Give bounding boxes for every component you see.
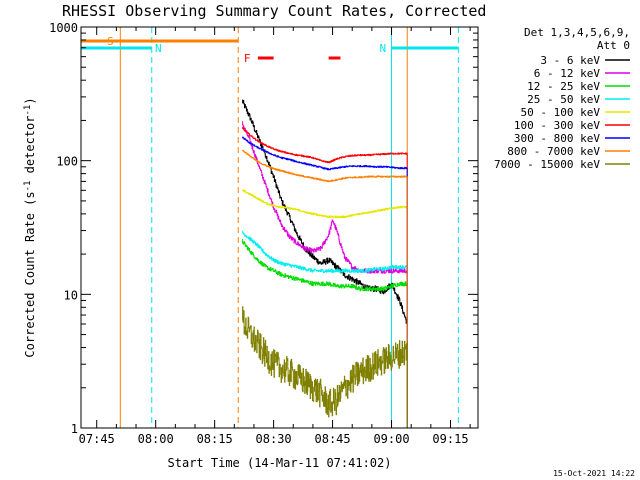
x-tick-label: 08:30 [256, 432, 292, 446]
y-tick-label: 1000 [49, 21, 78, 35]
x-tick-label: 08:45 [315, 432, 351, 446]
series-line [242, 149, 408, 428]
y-tick-label: 100 [56, 155, 78, 169]
x-axis-label: Start Time (14-Mar-11 07:41:02) [168, 456, 392, 470]
x-tick-label: 07:45 [79, 432, 115, 446]
chart-title: RHESSI Observing Summary Count Rates, Co… [62, 2, 486, 20]
series-line [242, 121, 408, 428]
legend-header-detectors: Det 1,3,4,5,6,9, [524, 26, 630, 39]
series-line [242, 238, 408, 428]
y-tick-label: 10 [64, 288, 78, 302]
series-line [242, 127, 408, 428]
y-axis-label-sup1: -1 [23, 181, 33, 192]
legend-label: 6 - 12 keV [534, 67, 601, 80]
legend-label: 300 - 800 keV [514, 132, 600, 145]
y-tick-label: 1 [71, 422, 78, 436]
legend-label: 25 - 50 keV [527, 93, 600, 106]
plot-frame [80, 26, 479, 429]
y-axis-label-sup2: -1 [23, 105, 33, 116]
y-axis-label-end: ) [23, 97, 37, 104]
legend-label: 3 - 6 keV [540, 54, 600, 67]
legend-label: 50 - 100 keV [521, 106, 601, 119]
legend-label: 800 - 7000 keV [507, 145, 600, 158]
y-axis-label-mid: detector [23, 116, 37, 181]
axis-ticks: 07:45 08:00 08:15 08:30 08:45 09:00 09:15 1 10 10… [49, 21, 478, 446]
x-tick-label: 08:15 [197, 432, 233, 446]
y-axis-label-main: Corrected Count Rate (s [23, 191, 37, 357]
legend-header-attenuator: Att 0 [597, 39, 630, 52]
x-tick-label: 09:15 [432, 432, 468, 446]
series-line [242, 189, 408, 428]
legend-label: 7000 - 15000 keV [494, 158, 600, 171]
flag-label: N [380, 42, 387, 55]
flag-label: F [244, 52, 251, 65]
legend-label: 100 - 300 keV [514, 119, 600, 132]
series-line [242, 136, 408, 428]
flag-label: S [107, 35, 114, 48]
flag-label: N [155, 42, 162, 55]
series-line [242, 230, 408, 428]
legend-label: 12 - 25 keV [527, 80, 600, 93]
x-tick-label: 09:00 [373, 432, 409, 446]
generation-timestamp: 15-Oct-2021 14:22 [553, 469, 635, 478]
x-tick-label: 08:00 [138, 432, 174, 446]
series-line [242, 306, 408, 428]
series-group [242, 99, 408, 428]
series-line [242, 99, 408, 428]
y-axis-label: Corrected Count Rate (s-1 detector-1) [23, 97, 37, 357]
